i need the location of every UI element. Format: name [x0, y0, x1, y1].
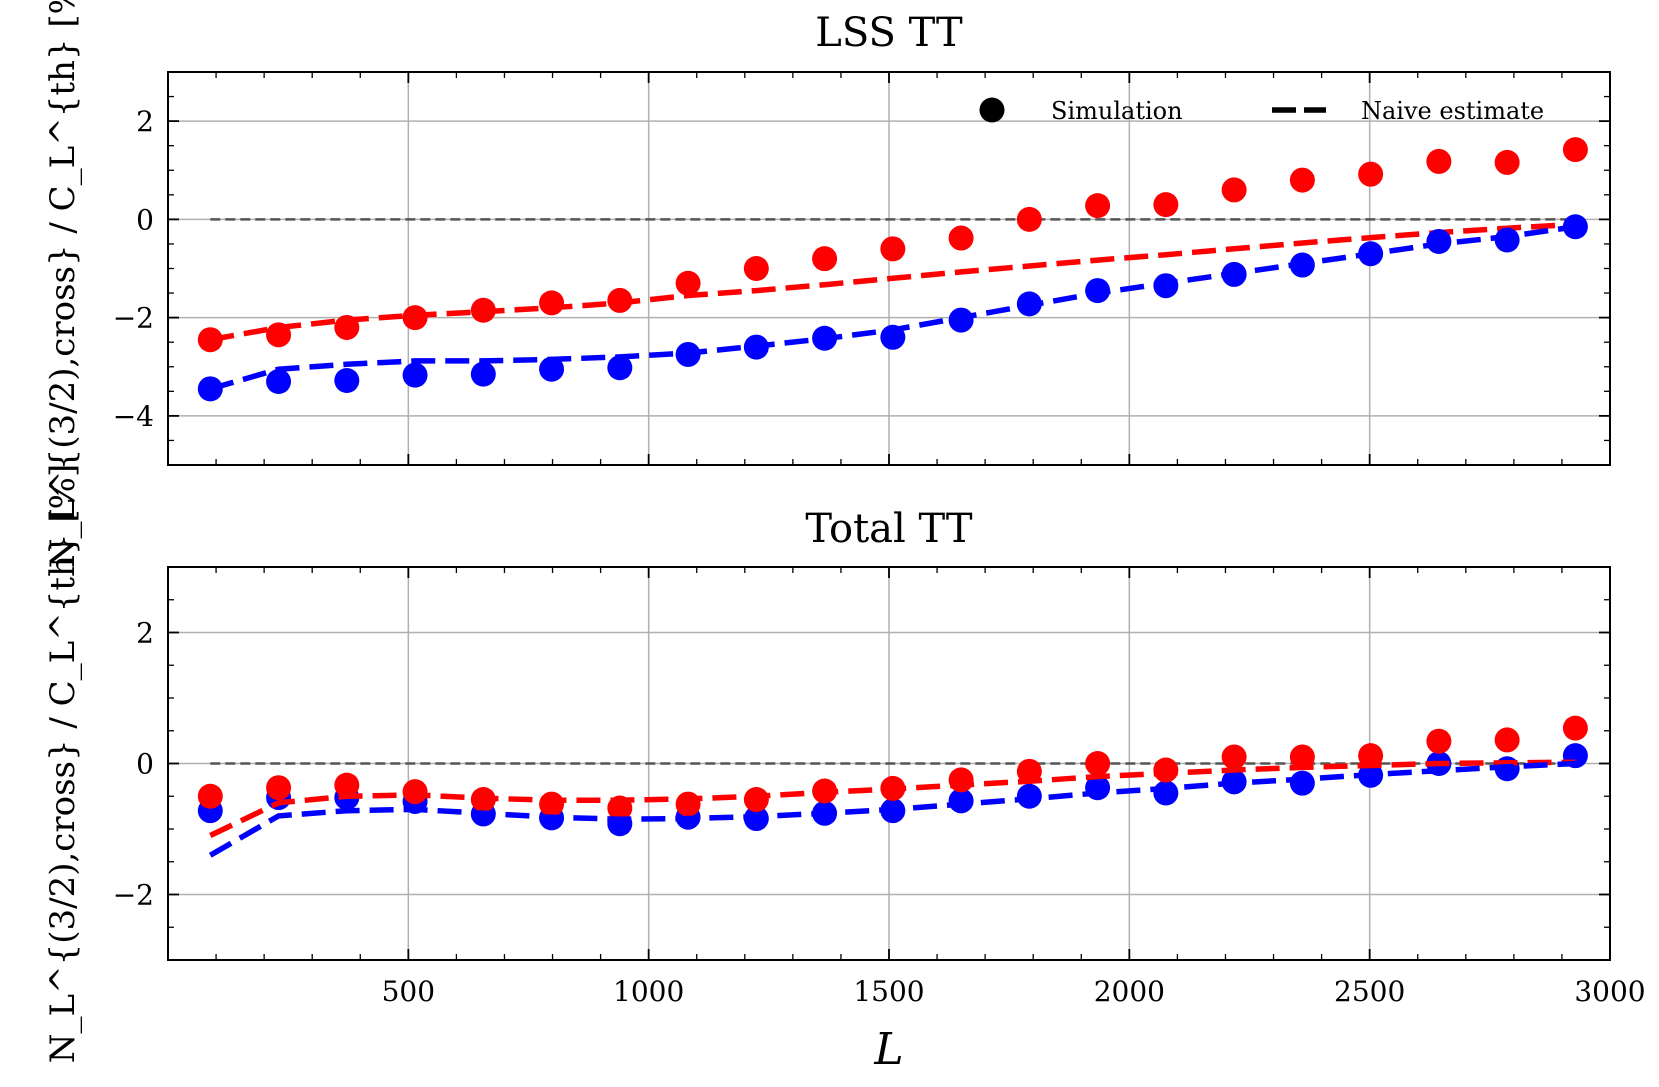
simulation-point	[1426, 148, 1452, 174]
simulation-point	[675, 791, 701, 817]
simulation-point	[266, 322, 292, 348]
simulation-point	[812, 246, 838, 272]
simulation-point	[948, 225, 974, 251]
simulation-point	[743, 787, 769, 813]
simulation-point	[266, 368, 292, 394]
panel-title: LSS TT	[815, 10, 963, 56]
simulation-point	[1085, 193, 1111, 219]
y-tick-label: 0	[136, 203, 154, 236]
simulation-point	[1153, 273, 1179, 299]
y-tick-label: −4	[113, 400, 154, 433]
simulation-point	[1358, 241, 1384, 267]
simulation-point	[1494, 227, 1520, 253]
x-tick-label: 1500	[853, 975, 924, 1008]
simulation-point	[402, 779, 428, 805]
x-tick-label: 500	[382, 975, 435, 1008]
simulation-point	[197, 327, 223, 353]
simulation-point	[1153, 780, 1179, 806]
naive-estimate-line	[209, 759, 1576, 838]
simulation-point	[197, 783, 223, 809]
simulation-point	[539, 356, 565, 382]
legend: Simulation Naive estimate	[979, 97, 1544, 125]
y-axis-label: N_L^{(3/2),cross} / C_L^{th} [%]	[43, 464, 83, 1063]
legend-label-simulation: Simulation	[1051, 97, 1183, 125]
simulation-point	[334, 368, 360, 394]
simulation-point	[1289, 770, 1315, 796]
simulation-point	[1494, 149, 1520, 175]
simulation-point	[1358, 743, 1384, 769]
simulation-point	[1358, 161, 1384, 187]
simulation-point	[334, 314, 360, 340]
x-tick-label: 3000	[1574, 975, 1645, 1008]
legend-marker-simulation	[979, 97, 1005, 123]
y-tick-label: −2	[113, 302, 154, 335]
simulation-point	[1562, 214, 1588, 240]
simulation-point	[607, 287, 633, 313]
x-tick-label: 2500	[1334, 975, 1405, 1008]
simulation-point	[1289, 744, 1315, 770]
simulation-point	[675, 270, 701, 296]
y-tick-label: 2	[136, 105, 154, 138]
simulation-point	[948, 767, 974, 793]
simulation-point	[1562, 137, 1588, 163]
simulation-point	[1016, 758, 1042, 784]
simulation-point	[812, 325, 838, 351]
simulation-point	[1221, 744, 1247, 770]
simulation-point	[607, 355, 633, 381]
simulation-point	[539, 791, 565, 817]
legend-label-naive-estimate: Naive estimate	[1361, 97, 1544, 125]
simulation-point	[1153, 757, 1179, 783]
simulation-point	[1016, 291, 1042, 317]
simulation-point	[1426, 728, 1452, 754]
simulation-point	[1289, 252, 1315, 278]
y-tick-label: 2	[136, 617, 154, 650]
simulation-point	[880, 324, 906, 350]
x-tick-label: 1000	[613, 975, 684, 1008]
simulation-point	[539, 290, 565, 316]
simulation-point	[470, 361, 496, 387]
simulation-point	[1016, 206, 1042, 232]
simulation-point	[197, 376, 223, 402]
panel-lss-tt: LSS TT −4 −2 0 2 N_L^{(3/2),cross} / C_L^{th…	[43, 0, 1611, 568]
y-axis-label: N_L^{(3/2),cross} / C_L^{th} [%]	[43, 0, 83, 568]
y-tick-label: −2	[113, 879, 154, 912]
simulation-point	[743, 334, 769, 360]
x-tick-label: 2000	[1094, 975, 1165, 1008]
y-tick-label: 0	[136, 748, 154, 781]
simulation-point	[948, 307, 974, 333]
naive-estimate-line	[208, 760, 1576, 858]
simulation-point	[334, 772, 360, 798]
simulation-point	[402, 305, 428, 331]
simulation-point	[266, 775, 292, 801]
simulation-point	[675, 341, 701, 367]
panel-title: Total TT	[805, 506, 973, 552]
simulation-point	[1221, 261, 1247, 287]
naive-estimate-line	[209, 221, 1576, 343]
simulation-point	[1562, 715, 1588, 741]
simulation-point	[402, 362, 428, 388]
simulation-point	[1085, 751, 1111, 776]
simulation-point	[1221, 177, 1247, 203]
simulation-point	[1494, 727, 1520, 753]
x-axis-label: L	[873, 1024, 903, 1075]
simulation-point	[1153, 192, 1179, 218]
simulation-point	[880, 236, 906, 262]
simulation-point	[1085, 278, 1111, 304]
simulation-point	[1289, 167, 1315, 193]
simulation-point	[1426, 228, 1452, 254]
simulation-point	[470, 297, 496, 323]
simulation-point	[743, 256, 769, 281]
